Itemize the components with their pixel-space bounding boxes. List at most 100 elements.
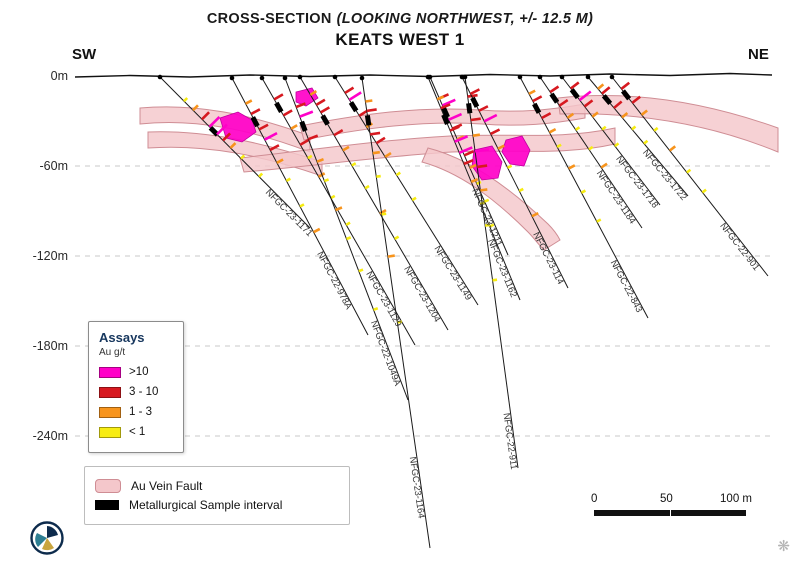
vein-fault-label: Au Vein Fault [131, 479, 203, 493]
assay-interval-tick [395, 171, 401, 177]
assay-interval-tick [269, 144, 280, 152]
assay-interval-tick [323, 178, 330, 183]
met-sample-interval [441, 113, 450, 125]
met-sample-interval [620, 89, 632, 101]
assay-interval-tick [299, 203, 305, 208]
assay-interval-tick [454, 135, 469, 143]
collar-dot [585, 74, 591, 80]
assay-interval-tick [240, 154, 246, 160]
collar-dot [609, 74, 615, 80]
assay-interval-tick [613, 100, 623, 109]
drillhole-label: NFGC-23-1129 [364, 269, 404, 328]
assay-interval-tick [365, 122, 374, 129]
assay-interval-tick [518, 187, 524, 193]
drillhole [585, 74, 689, 197]
assay-interval-tick [376, 174, 381, 178]
assays-legend-subtitle: Au g/t [99, 347, 126, 358]
watermark-flower-icon: ❋ [777, 538, 790, 555]
assay-interval-tick [558, 99, 569, 107]
collar-dot [425, 74, 431, 80]
assay-interval-tick [631, 125, 637, 131]
assay-interval-tick [342, 145, 350, 152]
assay-interval-tick [295, 102, 306, 109]
assay-interval-tick [474, 148, 490, 153]
assay-interval-tick [208, 116, 221, 128]
assay-interval-tick [578, 90, 592, 102]
assay-interval-tick [345, 221, 351, 226]
met-sample-interval [466, 102, 473, 114]
figure-title: CROSS-SECTION (LOOKING NORTHWEST, +/- 12.… [0, 10, 800, 50]
assay-interval-tick [229, 142, 237, 149]
assay-interval-tick [264, 131, 278, 141]
assays-legend: Assays Au g/t >10 3 - 10 1 - 3 < 1 [88, 321, 184, 453]
assay-interval-tick [591, 111, 599, 118]
assay-interval-tick [583, 99, 594, 108]
scale-bar-numbers: 0 50 100 m [591, 493, 752, 507]
title-line1-italic: (LOOKING NORTHWEST, +/- 12.5 M) [336, 11, 594, 27]
drillhole-trace [427, 76, 521, 301]
assay-interval-tick [480, 188, 488, 192]
assay-interval-tick [472, 133, 481, 137]
drillhole-trace [519, 76, 649, 319]
assay-interval-tick [273, 93, 284, 101]
assay-interval-tick [477, 164, 488, 169]
assay-swatch-lt1 [99, 426, 121, 438]
assay-interval-tick [570, 81, 580, 90]
assay-interval-tick [621, 111, 629, 119]
surface-line [74, 72, 773, 78]
drillhole [462, 74, 519, 469]
assay-interval-tick [531, 211, 539, 218]
assay-legend-item: 1 - 3 [99, 406, 173, 418]
assay-interval-tick [346, 236, 352, 241]
drillhole-label: NFGC-23-1149 [432, 244, 473, 302]
high-grade-blob [501, 135, 531, 167]
met-sample-interval [549, 92, 560, 104]
collar-dot [259, 75, 265, 81]
assay-interval-tick [597, 83, 605, 90]
drillhole [282, 75, 409, 401]
assay-label-1-3: 1 - 3 [129, 406, 153, 418]
assay-interval-tick [483, 113, 498, 123]
assay-label-lt1: < 1 [129, 426, 146, 438]
drillhole-trace [361, 77, 431, 549]
assay-interval-tick [373, 307, 379, 312]
assay-interval-tick [369, 131, 381, 136]
met-sample-interval [320, 114, 330, 126]
met-sample-interval [274, 101, 284, 113]
title-line2: KEATS WEST 1 [335, 30, 465, 50]
assay-interval-tick [411, 196, 417, 202]
assay-interval-tick [276, 158, 284, 164]
assay-interval-tick [258, 172, 264, 178]
assay-interval-tick [478, 105, 489, 112]
collar-dot [157, 74, 163, 80]
assay-interval-tick [309, 90, 318, 96]
assay-legend-item: 3 - 10 [99, 386, 173, 398]
assay-interval-tick [469, 88, 480, 96]
collar-dot [332, 74, 338, 80]
assay-interval-tick [600, 162, 608, 169]
assay-interval-tick [701, 188, 707, 194]
assay-interval-tick [668, 145, 677, 152]
drillhole-label: NFGC-23-1204 [402, 264, 442, 323]
drillhole [259, 75, 416, 346]
assay-interval-tick [344, 86, 355, 95]
drillhole-trace [611, 76, 769, 277]
depth-label: -240m [33, 429, 68, 443]
drillhole-label: NFGC-23-1164 [408, 456, 427, 519]
assay-interval-tick [379, 208, 387, 215]
depth-label: -180m [33, 339, 68, 353]
drillhole [559, 74, 661, 206]
assay-interval-tick [470, 117, 481, 122]
assay-interval-tick [449, 125, 460, 132]
assay-interval-tick [222, 132, 232, 142]
drillhole-trace [261, 77, 416, 346]
assay-interval-tick [183, 97, 189, 103]
assay-interval-tick [620, 81, 631, 90]
drillhole [229, 75, 369, 336]
assay-interval-tick [448, 112, 463, 121]
assay-interval-tick [596, 218, 602, 223]
assay-interval-tick [384, 151, 392, 158]
assay-interval-tick [566, 112, 575, 119]
assay-interval-tick [458, 146, 473, 155]
assay-interval-tick [467, 93, 478, 98]
